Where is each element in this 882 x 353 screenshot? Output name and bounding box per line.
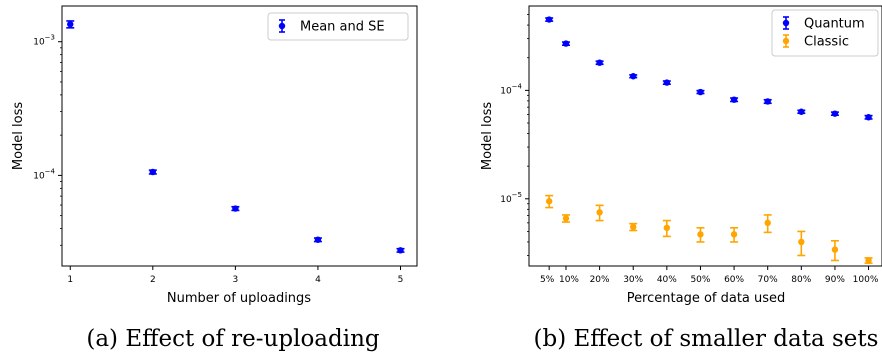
- legend-marker-dot: [278, 22, 286, 30]
- legend-label: Classic: [804, 35, 849, 50]
- data-point: [397, 247, 404, 254]
- x-axis-label-a: Number of uploadings: [167, 291, 311, 306]
- data-point: [798, 108, 805, 115]
- plot-area-a: [61, 5, 418, 267]
- panel-smaller-data-sets: Model loss Percentage of data used (b) E…: [480, 5, 882, 352]
- x-tick-label: 50%: [690, 275, 710, 285]
- x-axis-label-b: Percentage of data used: [627, 291, 786, 306]
- data-point: [67, 21, 74, 28]
- y-tick-label: 10−4: [33, 167, 55, 181]
- data-point: [314, 236, 322, 243]
- x-tick-label: 80%: [791, 275, 811, 285]
- panel-re-uploading: Model loss Number of uploadings (a) Effe…: [11, 5, 418, 352]
- data-point: [697, 88, 704, 96]
- legend-frame: [267, 12, 409, 41]
- x-tick-label: 60%: [724, 275, 744, 285]
- y-tick-label: 10−3: [33, 34, 55, 48]
- data-point: [663, 224, 671, 232]
- x-tick-label: 20%: [590, 275, 610, 285]
- caption-a: (a) Effect of re-uploading: [86, 326, 380, 352]
- data-point: [764, 98, 771, 105]
- data-point: [865, 257, 872, 264]
- x-tick-label: 2: [150, 275, 156, 285]
- y-tick-label: 10−5: [500, 191, 522, 205]
- x-tick-label: 5%: [540, 275, 555, 285]
- data-point: [630, 73, 637, 80]
- data-point: [596, 59, 603, 66]
- x-tick-label: 5: [398, 275, 404, 285]
- data-point: [562, 215, 570, 222]
- caption-b: (b) Effect of smaller data sets: [534, 326, 879, 352]
- data-point: [730, 96, 738, 103]
- x-tick-label: 4: [315, 275, 321, 285]
- y-tick-label: 10−4: [500, 82, 522, 96]
- x-tick-label: 1: [67, 275, 73, 285]
- y-axis-label-a: Model loss: [11, 102, 26, 171]
- x-tick-label: 90%: [825, 275, 845, 285]
- x-tick-label: 3: [233, 275, 239, 285]
- x-tick-label: 40%: [657, 275, 677, 285]
- data-point: [831, 246, 839, 253]
- x-tick-label: 100%: [853, 275, 879, 285]
- data-point: [149, 168, 157, 176]
- data-point: [562, 40, 570, 47]
- legend-marker-dot: [782, 37, 790, 45]
- data-point: [798, 238, 805, 246]
- legend-marker-dot: [782, 19, 790, 27]
- data-point: [596, 209, 603, 216]
- legend-frame: [771, 9, 879, 57]
- x-tick-label: 30%: [623, 275, 643, 285]
- data-point: [697, 231, 704, 238]
- data-point: [630, 223, 637, 231]
- data-point: [764, 219, 771, 227]
- legend-label: Quantum: [804, 17, 865, 32]
- data-point: [730, 231, 738, 238]
- y-axis-label-b: Model loss: [480, 102, 495, 171]
- data-point: [545, 16, 553, 23]
- data-point: [663, 79, 671, 86]
- legend: Quantum Classic: [771, 9, 879, 57]
- data-point: [831, 110, 839, 117]
- data-point: [865, 114, 872, 121]
- legend-label: Mean and SE: [300, 20, 385, 35]
- x-tick-label: 70%: [758, 275, 778, 285]
- data-point: [232, 205, 239, 212]
- data-point: [545, 198, 553, 205]
- legend: Mean and SE: [267, 12, 409, 41]
- x-tick-label: 10%: [559, 275, 579, 285]
